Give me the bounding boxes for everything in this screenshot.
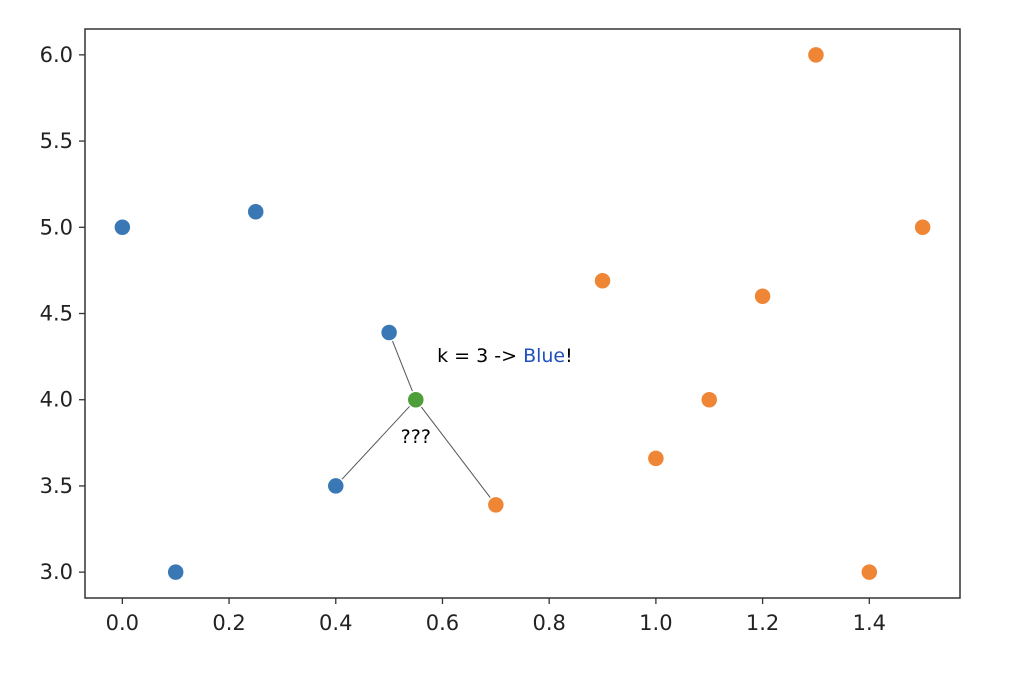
blue-point — [326, 476, 346, 496]
blue-point — [166, 562, 185, 582]
x-tick-label: 0.6 — [426, 611, 459, 635]
neighbor-lines-layer — [335, 332, 497, 506]
y-tick-label: 4.0 — [40, 388, 73, 412]
x-tick-label: 1.2 — [746, 611, 779, 635]
result-annotation: k = 3 -> Blue! — [437, 345, 573, 367]
orange-point — [486, 495, 506, 515]
x-tick-label: 1.0 — [639, 611, 672, 635]
neighbor-line — [335, 399, 417, 487]
orange-point — [699, 390, 719, 409]
result-prefix: k = 3 -> — [437, 345, 523, 367]
orange-point — [753, 287, 772, 306]
ticks-layer: 0.0 0.2 0.4 0.6 0.8 1.0 1.2 1.4 3.0 3.5 4.0 4.5 5.0 5… — [40, 43, 886, 635]
blue-point — [113, 218, 132, 237]
y-tick-label: 6.0 — [40, 43, 73, 67]
query-point — [406, 390, 426, 409]
annotations-layer: ??? k = 3 -> Blue! — [401, 345, 573, 448]
y-tick-label: 4.5 — [40, 302, 73, 326]
result-suffix: ! — [565, 345, 573, 367]
blue-point — [246, 202, 265, 222]
x-tick-label: 0.2 — [212, 611, 245, 635]
orange-point — [913, 218, 932, 237]
orange-point — [806, 45, 826, 65]
y-tick-label: 3.5 — [40, 474, 73, 498]
neighbor-line — [388, 332, 417, 400]
question-annotation: ??? — [401, 426, 431, 448]
orange-point — [860, 562, 879, 582]
y-tick-label: 3.0 — [40, 560, 73, 584]
orange-point — [593, 271, 612, 290]
plot-frame — [84, 28, 961, 599]
x-tick-label: 1.4 — [853, 611, 886, 635]
y-tick-label: 5.5 — [40, 129, 73, 153]
orange-point — [646, 449, 666, 468]
x-tick-label: 0.4 — [319, 611, 352, 635]
points-layer — [113, 45, 932, 582]
y-tick-label: 5.0 — [40, 215, 73, 239]
axes-layer — [84, 28, 961, 599]
blue-point — [379, 323, 399, 342]
x-tick-label: 0.0 — [106, 611, 139, 635]
neighbor-line — [415, 399, 497, 506]
result-highlight: Blue — [523, 345, 565, 367]
x-tick-label: 0.8 — [532, 611, 565, 635]
